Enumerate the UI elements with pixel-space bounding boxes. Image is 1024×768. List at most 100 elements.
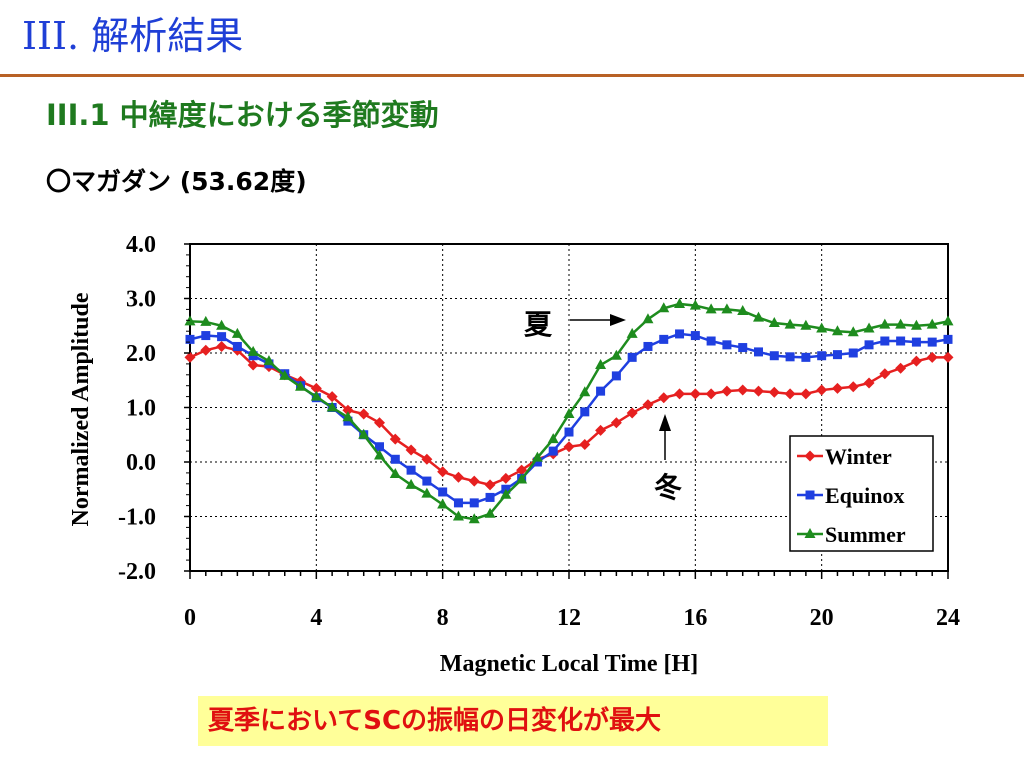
data-point-winter [595,424,607,436]
data-point-summer [247,345,259,356]
x-tick-label: 16 [683,605,707,631]
data-point-equinox [627,352,637,362]
x-tick-label: 0 [184,605,196,631]
data-point-winter [342,404,354,416]
data-point-summer [800,319,812,330]
data-point-equinox [801,352,811,362]
data-point-equinox [643,341,653,351]
data-point-equinox [485,492,495,502]
conclusion-box: 夏季においてSCの振幅の日変化が最大 [198,696,828,746]
data-point-summer [847,326,859,337]
data-point-equinox [422,476,432,486]
y-tick-label: 2.0 [126,341,156,367]
annotation-winter: 冬 [654,471,682,504]
data-point-summer [295,380,307,391]
data-point-equinox [927,337,937,347]
data-point-summer [816,322,828,333]
data-point-winter [768,386,780,398]
data-point-winter [784,388,796,400]
data-point-equinox [548,446,558,456]
data-point-equinox [438,487,448,497]
data-point-winter [579,439,591,451]
data-point-summer [610,349,622,360]
slide-title: III. 解析結果 [22,14,244,58]
data-point-equinox [580,407,590,417]
data-point-summer [626,327,638,338]
data-point-summer [831,325,843,336]
data-point-equinox [453,498,463,508]
y-tick-label: -1.0 [118,505,156,531]
data-point-equinox [722,340,732,350]
data-point-equinox [896,336,906,346]
data-point-summer [642,313,654,324]
legend-swatch-marker [804,528,816,538]
data-point-winter [389,433,401,445]
section-subtitle: III.1 中緯度における季節変動 [46,98,439,132]
annotation-layer: 夏冬 [524,308,682,504]
data-point-summer [863,322,875,333]
series-layer [184,297,954,524]
data-point-winter [310,382,322,394]
data-point-winter [737,384,749,396]
data-point-summer [689,299,701,310]
legend-entry: Winter [825,444,892,469]
data-point-winter [626,407,638,419]
legend-swatch-marker [804,450,816,462]
data-point-summer [895,318,907,329]
data-point-summer [342,411,354,422]
data-point-summer [926,318,938,329]
data-point-winter [847,381,859,393]
data-point-summer [705,303,717,314]
data-point-equinox [675,329,685,339]
data-point-summer [910,319,922,330]
data-point-summer [547,433,559,444]
station-label: 〇マガダン (53.62度) [46,167,307,196]
annotation-winter-arrowhead [659,414,671,431]
data-point-winter [610,417,622,429]
data-point-winter [753,385,764,397]
y-tick-label: 3.0 [126,287,156,313]
annotation-summer-arrowhead [610,314,626,326]
data-point-winter [405,444,417,456]
data-point-equinox [690,331,700,341]
x-tick-label: 8 [437,605,449,631]
data-point-equinox [943,334,953,344]
data-point-equinox [754,347,763,357]
data-point-summer [879,318,891,329]
x-tick-label: 12 [557,605,581,631]
data-point-summer [658,302,670,313]
data-point-summer [721,303,733,314]
legend-entry: Equinox [825,483,905,508]
data-point-winter [563,441,575,453]
data-point-summer [389,467,401,478]
data-point-winter [452,471,464,483]
data-point-equinox [217,332,227,342]
data-point-equinox [469,498,479,508]
data-point-equinox [880,336,890,346]
data-point-summer [326,401,338,412]
data-point-equinox [817,351,827,361]
data-point-equinox [406,465,416,475]
data-point-winter [910,355,922,367]
data-point-equinox [390,454,400,464]
data-point-summer [563,408,575,419]
data-point-winter [689,388,701,400]
data-point-summer [500,488,512,499]
data-point-summer [231,327,243,338]
data-point-winter [500,472,512,484]
data-point-winter [895,362,907,374]
data-point-summer [437,498,449,509]
y-tick-label: 0.0 [126,450,156,476]
series-winter [184,340,954,491]
data-point-equinox [375,442,384,452]
data-point-winter [358,408,370,420]
data-point-winter [468,475,480,487]
data-point-summer [421,487,433,498]
data-point-summer [358,428,370,439]
data-point-summer [484,507,496,518]
data-point-winter [658,392,670,404]
data-point-equinox [596,386,606,396]
data-point-winter [926,351,938,363]
data-point-winter [247,359,259,371]
